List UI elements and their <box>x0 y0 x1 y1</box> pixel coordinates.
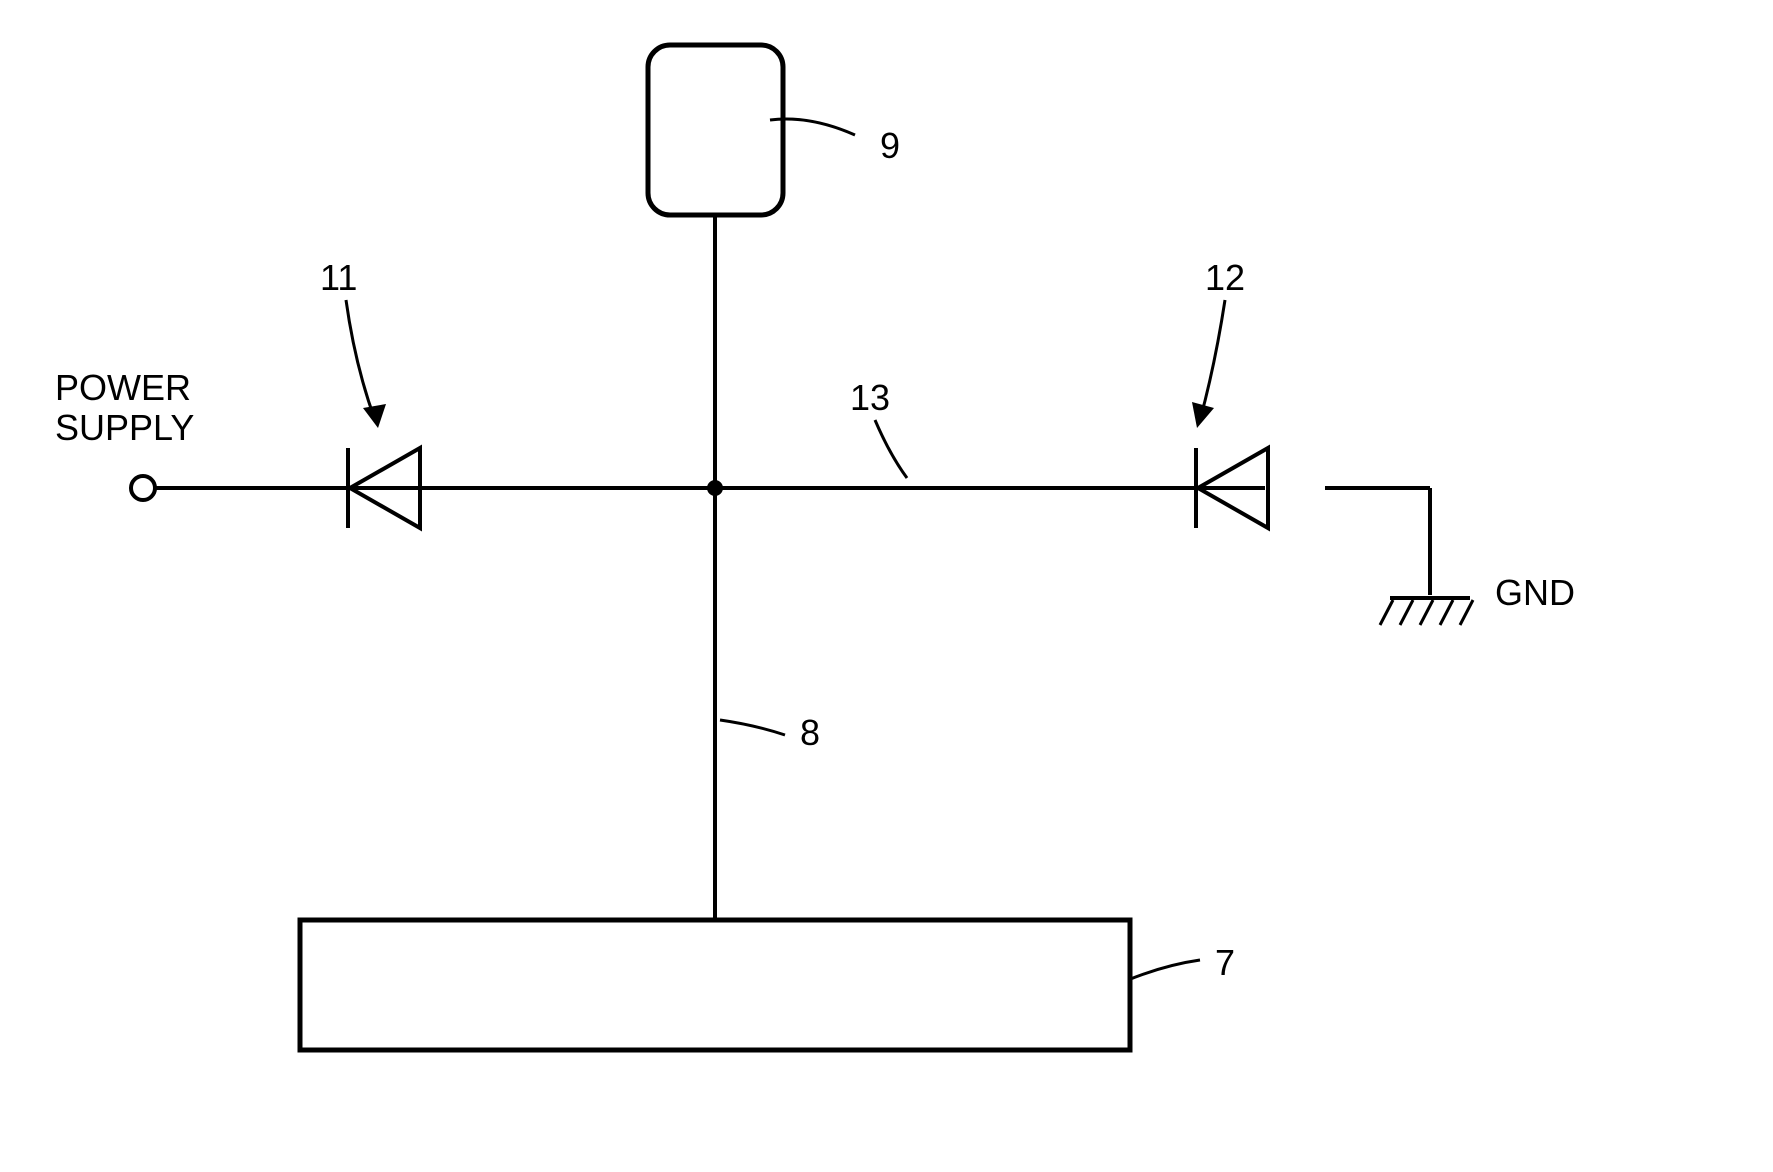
leader-8 <box>720 720 785 735</box>
power-supply-label-line1: POWER <box>55 367 191 408</box>
junction-node-icon <box>707 480 723 496</box>
leader-11 <box>346 300 386 428</box>
power-supply-label-line2: SUPPLY <box>55 407 194 448</box>
ref-9-label: 9 <box>880 125 900 166</box>
ref-13-label: 13 <box>850 377 890 418</box>
ground-icon <box>1380 598 1473 625</box>
leader-7 <box>1128 960 1200 980</box>
block-9-icon <box>648 45 783 215</box>
leader-12 <box>1192 300 1225 428</box>
gnd-label: GND <box>1495 572 1575 613</box>
ref-12-label: 12 <box>1205 257 1245 298</box>
circuit-diagram: POWER SUPPLY GND 9 11 12 13 8 7 <box>0 0 1773 1172</box>
ref-11-label: 11 <box>320 257 357 298</box>
ref-8-label: 8 <box>800 712 820 753</box>
power-terminal-icon <box>131 476 155 500</box>
ref-7-label: 7 <box>1215 942 1235 983</box>
block-7-icon <box>300 920 1130 1050</box>
leader-13 <box>875 420 907 478</box>
